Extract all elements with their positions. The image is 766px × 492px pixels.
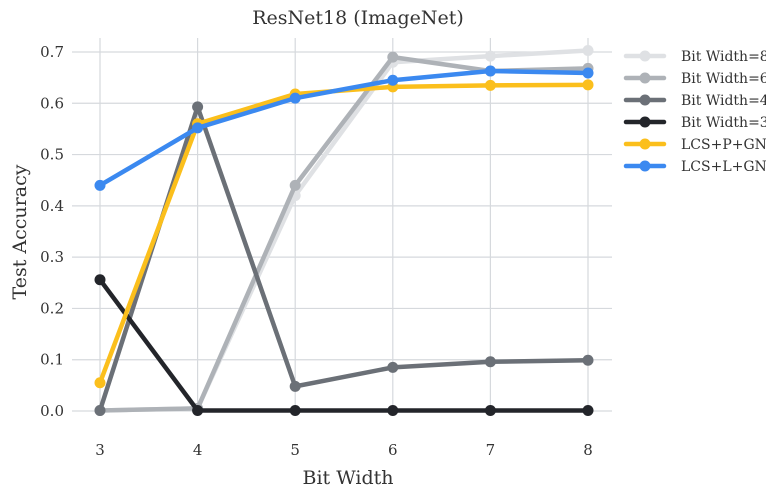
x-axis-ticks: 3 4 5 6 7 8 — [95, 441, 593, 459]
data-point — [94, 274, 106, 286]
legend-label: Bit Width=3 — [681, 115, 766, 131]
legend-label: Bit Width=4 — [681, 93, 766, 109]
data-point — [387, 404, 399, 416]
data-point — [192, 404, 204, 416]
x-tick-label: 7 — [486, 441, 496, 459]
data-point — [582, 67, 594, 79]
y-tick-label: 0.4 — [40, 197, 64, 215]
y-tick-label: 0.1 — [40, 351, 64, 369]
data-point — [387, 361, 399, 373]
y-axis-label: Test Accuracy — [9, 164, 31, 299]
series-2 — [94, 101, 594, 416]
series-5 — [94, 65, 594, 191]
data-point — [484, 65, 496, 77]
legend-item: LCS+L+GN — [623, 159, 766, 175]
legend-item: Bit Width=4 — [623, 93, 766, 109]
y-tick-label: 0.5 — [40, 146, 64, 164]
x-axis-label: Bit Width — [302, 467, 393, 489]
y-tick-label: 0.7 — [40, 43, 64, 61]
data-point — [484, 79, 496, 91]
x-tick-label: 3 — [95, 441, 105, 459]
data-point — [289, 380, 301, 392]
data-point — [484, 356, 496, 368]
series-line — [97, 54, 591, 413]
data-point — [484, 50, 496, 62]
series-line — [97, 68, 591, 188]
data-point — [192, 101, 204, 113]
data-point — [582, 354, 594, 366]
data-point — [387, 51, 399, 63]
legend-swatch-marker — [639, 50, 651, 62]
data-point — [289, 404, 301, 416]
data-point — [289, 179, 301, 191]
data-point — [582, 44, 594, 56]
legend-item: Bit Width=6 — [623, 71, 766, 87]
x-tick-label: 4 — [193, 441, 203, 459]
series-line — [97, 277, 591, 413]
series-line — [97, 48, 591, 413]
chart-title: ResNet18 (ImageNet) — [252, 7, 464, 29]
data-point — [387, 74, 399, 86]
data-point — [192, 122, 204, 134]
data-point — [94, 404, 106, 416]
data-point — [94, 377, 106, 389]
grid — [72, 38, 612, 412]
data-point — [484, 404, 496, 416]
legend-swatch-marker — [639, 72, 651, 84]
legend-swatch-marker — [639, 116, 651, 128]
x-tick-label: 5 — [290, 441, 300, 459]
legend-label: LCS+P+GN — [681, 137, 766, 153]
legend-label: Bit Width=6 — [681, 71, 766, 87]
legend-item: LCS+P+GN — [623, 137, 766, 153]
x-tick-label: 8 — [583, 441, 593, 459]
legend-swatch-marker — [639, 138, 651, 150]
y-axis-ticks: 0.0 0.1 0.2 0.3 0.4 0.5 0.6 0.7 — [40, 43, 64, 420]
data-point — [582, 404, 594, 416]
y-tick-label: 0.6 — [40, 94, 64, 112]
y-tick-label: 0.2 — [40, 299, 64, 317]
legend: Bit Width=8 Bit Width=6 Bit Width=4 Bit Wid… — [623, 49, 766, 175]
data-point — [582, 79, 594, 91]
legend-item: Bit Width=8 — [623, 49, 766, 65]
x-tick-label: 6 — [388, 441, 398, 459]
y-tick-label: 0.0 — [40, 402, 64, 420]
data-point — [94, 179, 106, 191]
series-group — [94, 44, 594, 416]
data-point — [289, 92, 301, 104]
y-tick-label: 0.3 — [40, 248, 64, 266]
legend-swatch-marker — [639, 94, 651, 106]
series-line — [97, 104, 591, 413]
legend-item: Bit Width=3 — [623, 115, 766, 131]
series-3 — [94, 274, 594, 416]
legend-swatch-marker — [639, 160, 651, 172]
legend-label: Bit Width=8 — [681, 49, 766, 65]
legend-label: LCS+L+GN — [681, 159, 766, 175]
